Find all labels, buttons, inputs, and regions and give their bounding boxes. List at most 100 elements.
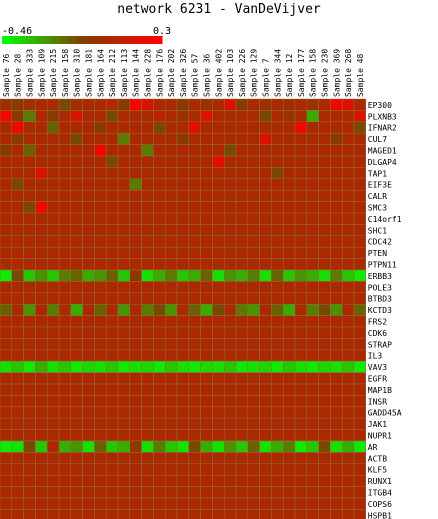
heatmap-cell [176,509,190,519]
heatmap-cell [259,440,272,453]
heatmap-cell [235,155,249,168]
column-label: Sample 226 [238,49,247,97]
heatmap-cell [58,121,72,134]
heatmap-cell [176,235,190,248]
heatmap-cell [129,315,142,328]
heatmap-cell [200,167,213,180]
heatmap-cell [235,395,249,408]
heatmap-cell [341,121,355,134]
heatmap-cell [11,235,24,248]
heatmap-cell [141,98,154,111]
heatmap-cell [235,440,249,453]
heatmap-cell [235,303,249,316]
heatmap-cell [129,486,142,499]
heatmap-cell [341,201,355,214]
heatmap-cell [70,395,83,408]
heatmap-cell [105,338,119,351]
heatmap-cell [353,258,367,271]
heatmap-cell [188,326,201,339]
heatmap-cell [105,486,119,499]
heatmap-cell [11,486,24,499]
heatmap-cell [129,178,142,191]
heatmap-cell [200,178,213,191]
heatmap-cell [11,417,24,430]
heatmap-cell [271,497,284,510]
heatmap-cell [58,326,72,339]
scale-swatch [114,36,119,44]
heatmap-cell [188,372,201,385]
heatmap-cell [318,474,331,487]
heatmap-cell [105,452,119,465]
heatmap-cell [282,326,296,339]
heatmap-cell [318,189,331,202]
heatmap-cell [70,509,83,519]
heatmap-cell [353,235,367,248]
heatmap-cell [82,383,95,396]
heatmap-cell [330,372,343,385]
heatmap-cell [23,292,36,305]
heatmap-cell [212,395,225,408]
heatmap-cell [0,121,13,134]
row-label: CALR [368,192,387,201]
heatmap-cell [341,110,355,123]
heatmap-cell [259,258,272,271]
heatmap-cell [200,463,213,476]
heatmap-cell [200,292,213,305]
heatmap-cell [58,395,72,408]
heatmap-cell [318,258,331,271]
heatmap-cell [282,167,296,180]
heatmap-cell [318,201,331,214]
heatmap-cell [23,395,36,408]
heatmap-cell [318,121,331,134]
heatmap-cell [164,406,178,419]
heatmap-cell [188,303,201,316]
heatmap-cell [353,452,367,465]
heatmap-cell [247,144,260,157]
heatmap-cell [94,474,107,487]
heatmap-cell [259,406,272,419]
heatmap-cell [58,189,72,202]
heatmap-cell [271,452,284,465]
heatmap-cell [70,429,83,442]
heatmap-cell [282,98,296,111]
heatmap-cell [129,269,142,282]
heatmap-cell [271,121,284,134]
heatmap-cell [82,406,95,419]
heatmap-cell [35,167,48,180]
row-label: PTPN11 [368,261,397,270]
heatmap-cell [306,110,319,123]
heatmap-cell [117,315,131,328]
scale-swatch [22,36,27,44]
heatmap-cell [200,224,213,237]
heatmap-cell [153,406,166,419]
heatmap-cell [212,110,225,123]
heatmap-cell [223,189,237,202]
heatmap-cell [46,201,60,214]
heatmap-cell [176,201,190,214]
heatmap-cell [188,281,201,294]
heatmap-cell [153,360,166,373]
heatmap-cell [105,144,119,157]
heatmap-cell [153,212,166,225]
heatmap-cell [82,292,95,305]
heatmap-cell [294,360,308,373]
heatmap-cell [58,406,72,419]
heatmap-cell [271,224,284,237]
heatmap-cell [70,201,83,214]
heatmap-cell [223,383,237,396]
heatmap-cell [35,281,48,294]
row-label: CDK6 [368,329,387,338]
heatmap-cell [306,338,319,351]
heatmap-cell [23,144,36,157]
heatmap-cell [153,167,166,180]
heatmap-cell [46,132,60,145]
heatmap-cell [164,315,178,328]
heatmap-cell [247,98,260,111]
heatmap-cell [153,189,166,202]
heatmap-cell [82,144,95,157]
heatmap-cell [330,167,343,180]
heatmap-cell [141,497,154,510]
heatmap-cell [58,338,72,351]
heatmap-cell [117,338,131,351]
heatmap-cell [200,212,213,225]
